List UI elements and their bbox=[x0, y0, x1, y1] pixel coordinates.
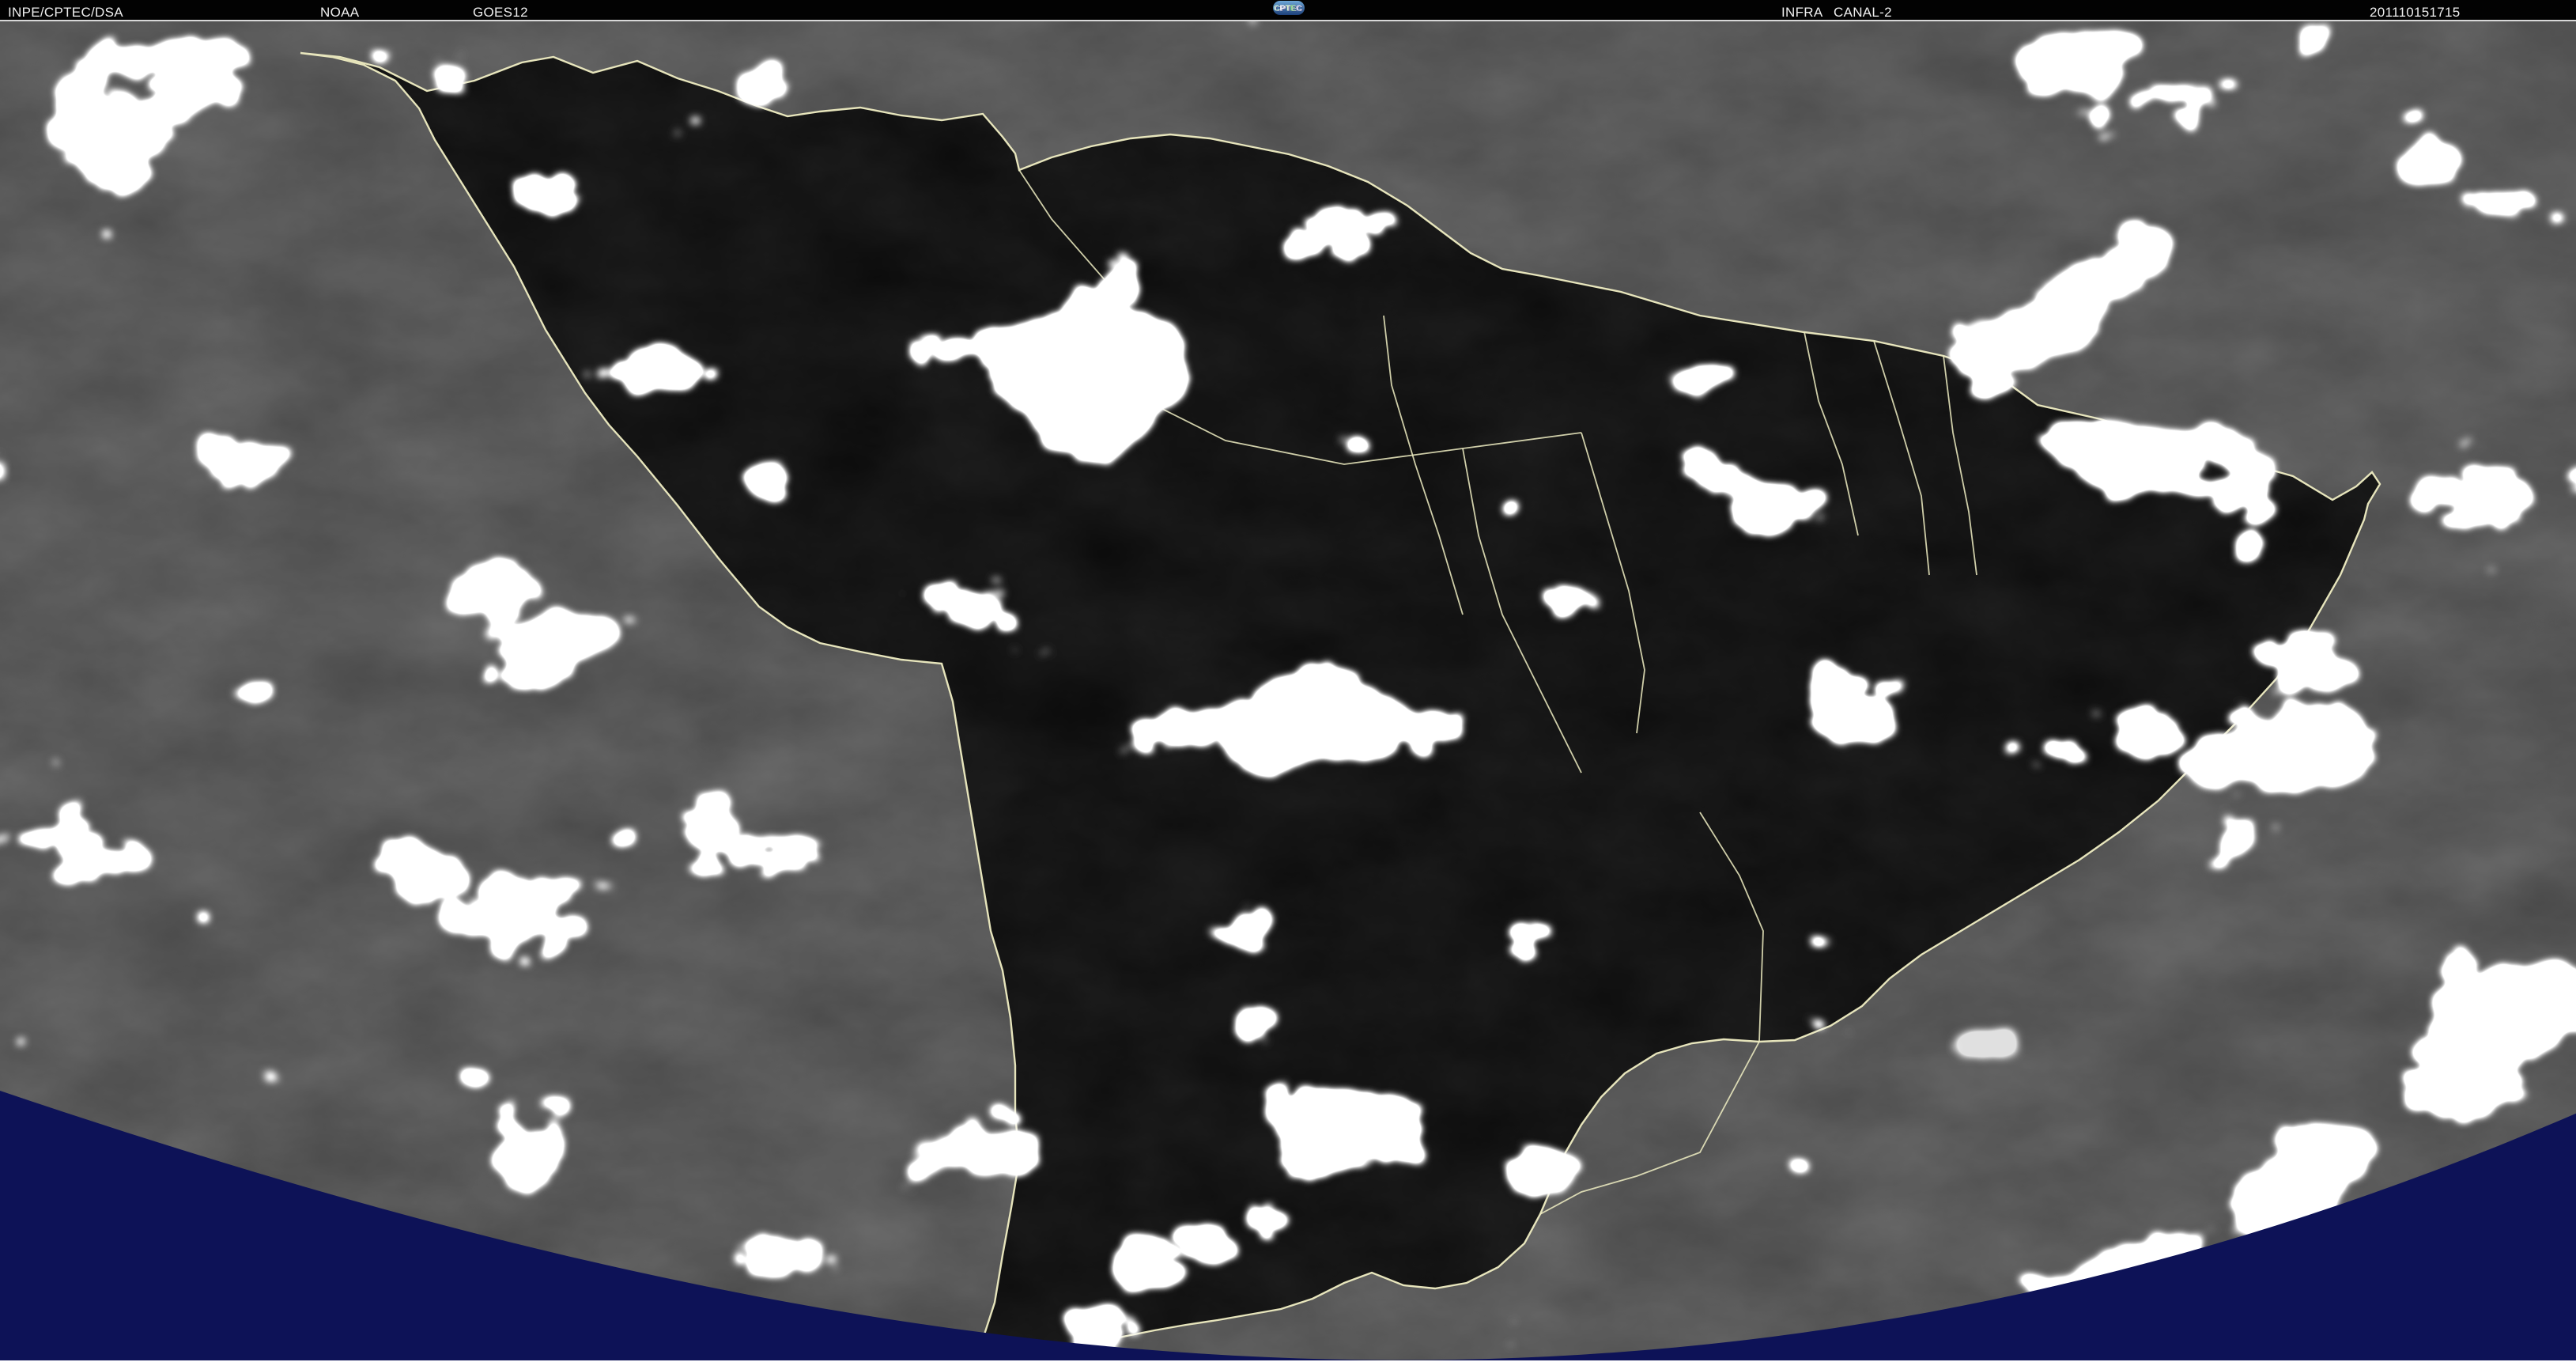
svg-text:CPTEC: CPTEC bbox=[1274, 3, 1302, 13]
